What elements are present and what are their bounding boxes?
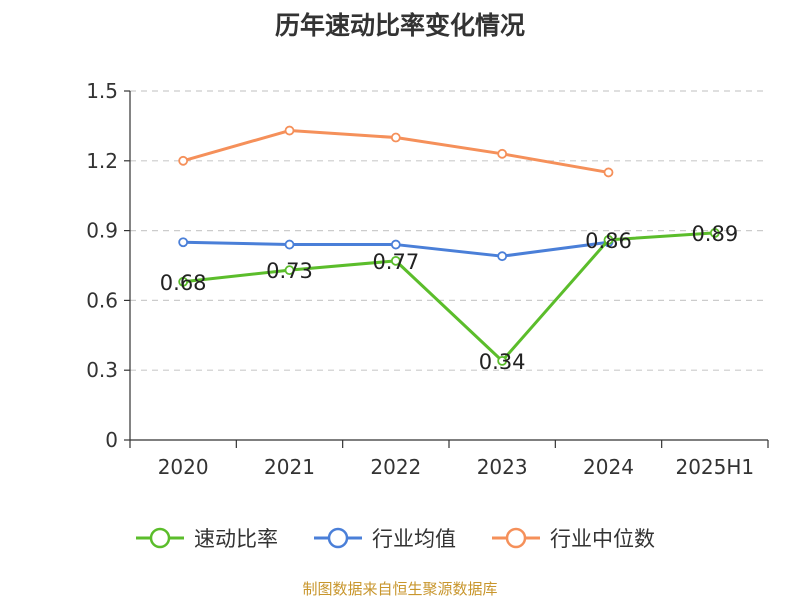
data-point [178,276,189,287]
y-tick-label: 1.5 [86,79,118,103]
x-tick-label: 2023 [477,455,528,479]
legend-item[interactable]: 速动比率 [134,520,278,556]
data-point [284,265,295,276]
legend-label: 行业中位数 [550,527,655,551]
data-source-note: 制图数据来自恒生聚源数据库 [302,580,498,598]
legend-line-circle-icon [314,527,362,549]
chart-title: 历年速动比率变化情况 [274,11,525,40]
data-point [390,255,401,266]
data-point [497,251,508,262]
legend-item[interactable]: 行业中位数 [490,520,655,556]
legend: 速动比率 行业均值 行业中位数 [0,520,800,556]
legend-line-circle-icon [492,527,540,549]
data-point [497,148,508,159]
series-line-0 [183,231,715,363]
data-label: 0.73 [266,259,313,283]
line-chart: 0 0.3 0.6 0.9 1.2 1.5 2020 2021 2022 2023 2024 2025… [86,79,769,479]
data-point [284,239,295,250]
data-point [178,237,189,248]
data-point [390,132,401,143]
data-point [497,355,508,366]
data-label: 0.86 [585,229,632,253]
data-point [390,239,401,250]
data-point [284,125,295,136]
legend-label: 速动比率 [194,527,278,551]
y-tick-label: 0.6 [86,288,118,312]
legend-label: 行业均值 [372,527,456,551]
data-point [709,228,720,238]
x-tick-label: 2024 [583,455,634,479]
y-tick-label: 0 [105,428,118,452]
data-point [603,235,614,245]
x-tick-label: 2022 [370,455,421,479]
data-label: 0.34 [479,350,526,374]
data-label: 0.77 [372,250,419,274]
y-tick-label: 1.2 [86,149,118,173]
data-label: 0.89 [691,222,738,246]
legend-line-circle-icon [136,527,184,549]
data-label: 0.68 [160,271,207,295]
data-point [178,155,189,166]
x-tick-label: 2025H1 [675,455,754,479]
y-tick-label: 0.9 [86,219,118,243]
x-tick-label: 2021 [264,455,315,479]
data-point [603,167,614,178]
legend-item[interactable]: 行业均值 [312,520,456,556]
x-tick-label: 2020 [158,455,209,479]
y-tick-label: 0.3 [86,358,118,382]
